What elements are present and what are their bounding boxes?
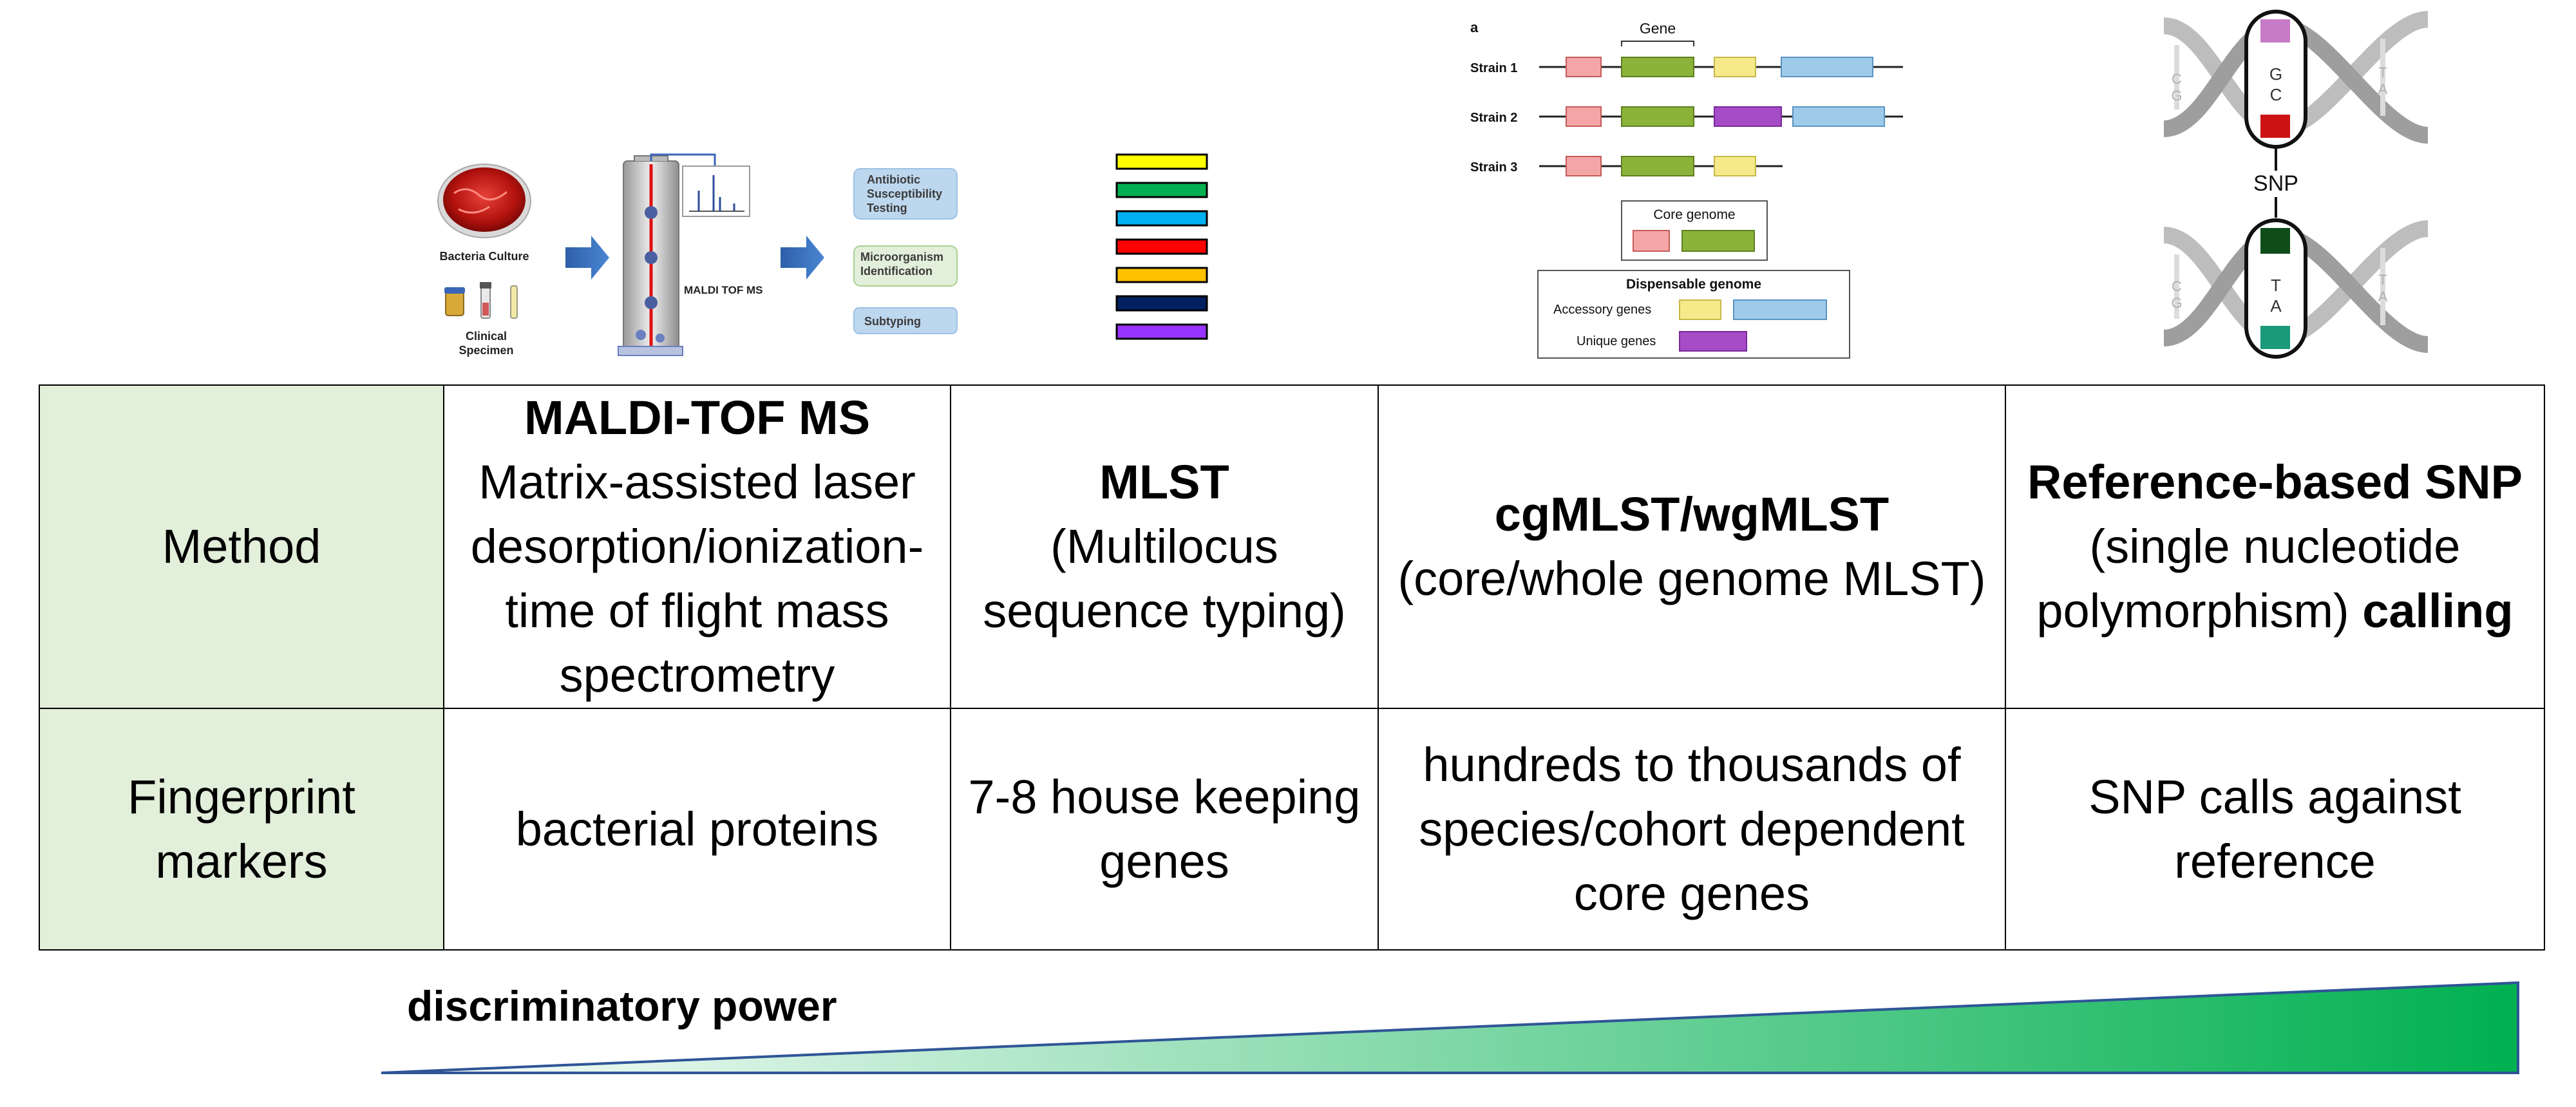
svg-text:C: C bbox=[2172, 71, 2182, 87]
typing-methods-table: Method MALDI-TOF MS Matrix-assisted lase… bbox=[39, 384, 2545, 951]
gene-label: Gene bbox=[1640, 20, 1676, 37]
svg-text:Dispensable genome: Dispensable genome bbox=[1626, 277, 1761, 292]
svg-text:T: T bbox=[2271, 276, 2281, 295]
svg-text:Strain 2: Strain 2 bbox=[1470, 111, 1517, 125]
discriminatory-power-label: discriminatory power bbox=[407, 982, 837, 1030]
svg-text:A: A bbox=[2378, 81, 2388, 97]
allele-bar bbox=[1115, 267, 1208, 283]
petri-dish-icon bbox=[437, 164, 531, 238]
marker-cell-maldi: bacterial proteins bbox=[443, 708, 951, 951]
workflow-arrow-icon bbox=[565, 236, 609, 279]
svg-text:Strain 1: Strain 1 bbox=[1470, 61, 1517, 75]
method-title: MALDI-TOF MS bbox=[524, 391, 871, 444]
marker-cell-mlst: 7-8 house keeping genes bbox=[950, 708, 1379, 951]
method-cell-cgmlst: cgMLST/wgMLST (core/whole genome MLST) bbox=[1378, 384, 2006, 709]
svg-text:C: C bbox=[2172, 278, 2182, 294]
svg-text:Core genome: Core genome bbox=[1653, 207, 1735, 222]
panel-letter: a bbox=[1470, 19, 1479, 35]
instrument-label: MALDI TOF MS bbox=[684, 284, 762, 296]
svg-text:Microorganism: Microorganism bbox=[860, 251, 943, 263]
illustrations-panel: Bacteria Culture Clinical Specimen bbox=[437, 10, 2429, 359]
method-suffix: calling bbox=[2362, 584, 2514, 638]
output-box-identification: Microorganism Identification bbox=[853, 245, 958, 287]
svg-text:C: C bbox=[2270, 85, 2282, 104]
strain-row-1: Strain 1 bbox=[1470, 57, 1903, 77]
dispensable-genome-legend: Dispensable genome Accessory genes Uniqu… bbox=[1537, 270, 1850, 359]
row-header-method: Method bbox=[39, 384, 444, 709]
mass-spectrum-icon bbox=[682, 166, 750, 217]
method-cell-maldi: MALDI-TOF MS Matrix-assisted laser desor… bbox=[443, 384, 951, 709]
specimen-tubes-icon bbox=[444, 282, 518, 319]
method-title: MLST bbox=[1099, 455, 1229, 509]
marker-cell-snp: SNP calls against reference bbox=[2005, 708, 2545, 951]
method-description: (core/whole genome MLST) bbox=[1397, 552, 1986, 605]
marker-cell-cgmlst: hundreds to thousands of species/cohort … bbox=[1378, 708, 2006, 951]
snp-label: SNP bbox=[2253, 171, 2298, 196]
cgmlst-diagram: a Gene Strain 1 Strain 2 Strain 3 bbox=[1470, 19, 1903, 359]
svg-text:Accessory genes: Accessory genes bbox=[1553, 303, 1651, 317]
maldi-instrument-icon bbox=[618, 153, 716, 356]
mlst-allele-bars bbox=[1115, 153, 1208, 340]
method-description: Matrix-assisted laser desorption/ionizat… bbox=[470, 455, 924, 702]
method-cell-mlst: MLST (Multilocus sequence typing) bbox=[950, 384, 1379, 709]
svg-text:T: T bbox=[2378, 272, 2387, 288]
output-box-antibiotic: Antibiotic Susceptibility Testing bbox=[853, 168, 958, 220]
svg-text:Unique genes: Unique genes bbox=[1577, 334, 1656, 348]
row-header-markers: Fingerprint markers bbox=[39, 708, 444, 951]
allele-bar bbox=[1115, 182, 1208, 198]
strain-row-3: Strain 3 bbox=[1470, 156, 1783, 176]
core-genome-legend: Core genome bbox=[1621, 200, 1768, 261]
allele-bar bbox=[1115, 238, 1208, 255]
maldi-workflow: Bacteria Culture Clinical Specimen bbox=[437, 153, 958, 357]
culture-label: Bacteria Culture bbox=[439, 250, 529, 263]
svg-text:A: A bbox=[2270, 296, 2282, 316]
snp-base-pair-top: G C bbox=[2244, 10, 2307, 149]
svg-text:Strain 3: Strain 3 bbox=[1470, 160, 1517, 175]
allele-bar bbox=[1115, 323, 1208, 340]
svg-text:G: G bbox=[2269, 64, 2282, 84]
discriminatory-power-wedge bbox=[381, 981, 2519, 1074]
strain-row-2: Strain 2 bbox=[1470, 106, 1903, 127]
svg-text:G: G bbox=[2171, 295, 2182, 311]
output-box-subtyping: Subtyping bbox=[853, 307, 958, 334]
workflow-arrow-icon bbox=[781, 236, 824, 279]
svg-text:G: G bbox=[2171, 88, 2182, 104]
method-description: (Multilocus sequence typing) bbox=[983, 520, 1346, 638]
svg-text:Subtyping: Subtyping bbox=[864, 315, 921, 328]
method-title: Reference-based SNP bbox=[2027, 455, 2523, 509]
svg-text:Identification: Identification bbox=[860, 265, 933, 278]
table-row-markers: Fingerprint markers bacterial proteins 7… bbox=[39, 708, 2545, 951]
svg-text:Testing: Testing bbox=[867, 202, 907, 214]
specimen-label-line1: Clinical bbox=[466, 330, 507, 343]
svg-text:T: T bbox=[2378, 64, 2387, 80]
svg-text:A: A bbox=[2378, 289, 2388, 305]
allele-bar bbox=[1115, 295, 1208, 312]
table-row-method: Method MALDI-TOF MS Matrix-assisted lase… bbox=[39, 384, 2545, 709]
method-title: cgMLST/wgMLST bbox=[1494, 487, 1889, 541]
allele-bar bbox=[1115, 210, 1208, 227]
specimen-label-line2: Specimen bbox=[459, 344, 513, 357]
snp-dna-illustration: C G T A G C SNP C G T A T A bbox=[2163, 10, 2429, 359]
snp-base-pair-bottom: T A bbox=[2244, 218, 2307, 359]
method-description: (single nucleotide polymorphism) calling bbox=[2036, 520, 2514, 638]
gene-bracket bbox=[1621, 41, 1694, 46]
svg-text:Antibiotic: Antibiotic bbox=[867, 173, 920, 186]
allele-bar bbox=[1115, 153, 1208, 170]
method-cell-snp: Reference-based SNP (single nucleotide p… bbox=[2005, 384, 2545, 709]
svg-text:Susceptibility: Susceptibility bbox=[867, 187, 942, 200]
